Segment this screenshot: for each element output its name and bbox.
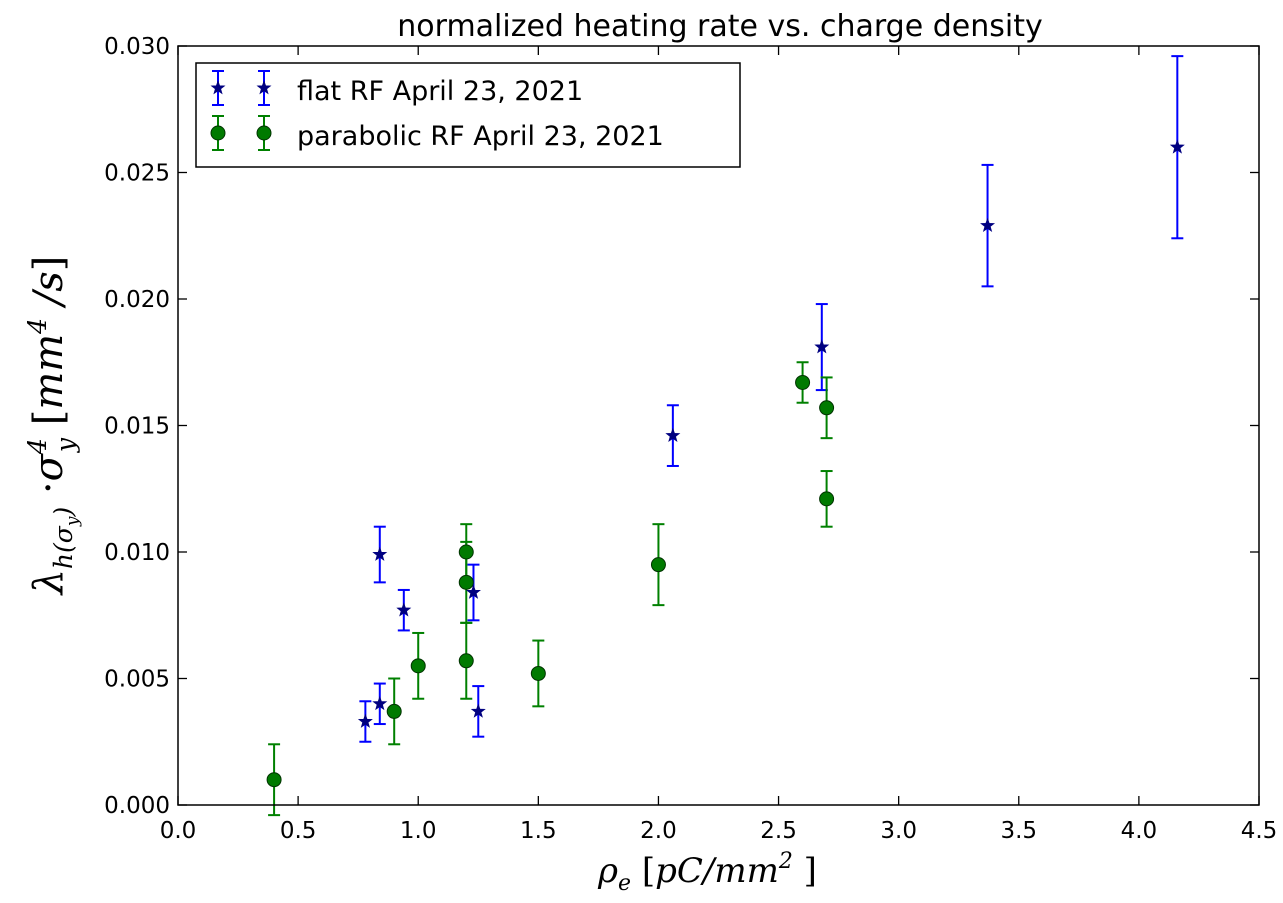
y-tick-label: 0.000 bbox=[104, 793, 170, 819]
legend-parabolic-rf-marker bbox=[256, 125, 272, 141]
parabolic-rf-point bbox=[530, 665, 546, 681]
parabolic-rf-point bbox=[819, 400, 835, 416]
flat-rf-point bbox=[372, 695, 388, 711]
legend-flat-rf-marker bbox=[210, 80, 226, 95]
y-tick-label: 0.005 bbox=[104, 667, 170, 693]
legend-label-parabolic-rf: parabolic RF April 23, 2021 bbox=[297, 121, 664, 152]
ticks-layer: 0.0 0.5 1.0 1.5 2.0 2.5 3.0 3.5 4.0 4.5 0.000 0.005… bbox=[104, 34, 1277, 844]
legend-parabolic-rf-marker bbox=[210, 125, 226, 141]
y-tick-label: 0.030 bbox=[104, 34, 170, 60]
x-tick-label: 1.0 bbox=[400, 818, 437, 844]
chart-title: normalized heating rate vs. charge densi… bbox=[397, 9, 1042, 44]
flat-rf-point bbox=[396, 602, 412, 617]
flat-rf-point bbox=[980, 217, 996, 232]
legend-keys bbox=[210, 70, 272, 151]
parabolic-rf-point bbox=[410, 658, 426, 674]
x-tick-label: 1.5 bbox=[520, 818, 557, 844]
x-tick-label: 0.5 bbox=[280, 818, 317, 844]
flat-rf-point bbox=[357, 713, 373, 728]
y-tick-label: 0.020 bbox=[104, 287, 170, 313]
x-tick-label: 2.0 bbox=[640, 818, 677, 844]
parabolic-rf-point bbox=[386, 703, 402, 719]
y-axis-label: λh(σy) ·σ4y [mm4 /s] bbox=[23, 256, 83, 597]
x-axis-label: ρe [pC/mm2 ] bbox=[597, 849, 817, 896]
x-tick-label: 2.5 bbox=[760, 818, 797, 844]
y-tick-label: 0.015 bbox=[104, 414, 170, 440]
y-tick-label: 0.025 bbox=[104, 161, 170, 187]
flat-rf-point bbox=[470, 703, 486, 718]
plot-frame bbox=[177, 45, 1260, 806]
flat-rf-point bbox=[372, 546, 388, 561]
flat-rf-point bbox=[465, 584, 481, 599]
x-tick-label: 3.0 bbox=[880, 818, 917, 844]
legend-flat-rf-marker bbox=[256, 80, 272, 95]
x-tick-label: 4.5 bbox=[1241, 818, 1278, 844]
legend-label-flat-rf: flat RF April 23, 2021 bbox=[297, 76, 583, 107]
legend-box bbox=[195, 62, 741, 168]
parabolic-rf-point bbox=[458, 544, 474, 560]
y-tick-label: 0.010 bbox=[104, 540, 170, 566]
flat-rf-point bbox=[665, 427, 681, 442]
parabolic-rf-point bbox=[795, 374, 811, 390]
legend: flat RF April 23, 2021 parabolic RF Apri… bbox=[195, 62, 741, 168]
parabolic-rf-point bbox=[458, 653, 474, 669]
parabolic-rf-point bbox=[266, 772, 282, 788]
x-tick-label: 3.5 bbox=[1000, 818, 1037, 844]
flat-rf-point bbox=[814, 339, 830, 354]
parabolic-rf-point bbox=[650, 557, 666, 573]
flat-rf-point bbox=[1169, 139, 1185, 154]
parabolic-rf-point bbox=[458, 574, 474, 590]
x-tick-label: 0.0 bbox=[160, 818, 197, 844]
y-axis-label-group: λh(σy) ·σ4y [mm4 /s] bbox=[23, 256, 83, 597]
parabolic-rf-point bbox=[819, 491, 835, 507]
data-layer bbox=[266, 55, 1185, 817]
x-tick-label: 4.0 bbox=[1121, 818, 1158, 844]
